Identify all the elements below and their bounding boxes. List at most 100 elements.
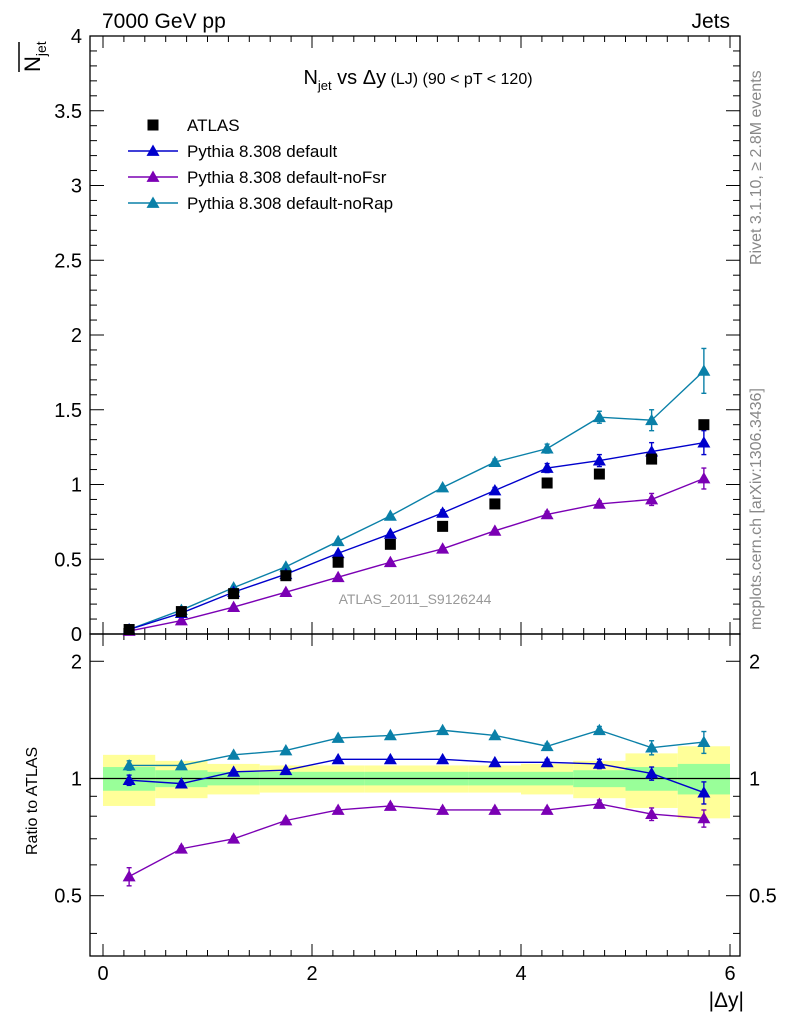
ratio-data-point bbox=[122, 773, 136, 786]
y-tick-label: 2 bbox=[71, 325, 82, 347]
ratio-panel: 0 2 4 6 0.5 0.5 1 1 2 2 bbox=[54, 633, 777, 985]
ratio-data-point bbox=[383, 728, 397, 741]
ratio-data-point bbox=[227, 832, 241, 844]
ratio-data-point bbox=[697, 735, 711, 747]
data-point bbox=[174, 614, 188, 626]
legend-marker bbox=[146, 170, 160, 182]
data-point bbox=[541, 477, 553, 489]
rivet-label: Rivet 3.1.10, ≥ 2.8M events bbox=[748, 70, 765, 265]
x-tick-label: 4 bbox=[515, 963, 526, 985]
ratio-data-point bbox=[488, 755, 502, 768]
ratio-data-point bbox=[540, 739, 554, 752]
series-line bbox=[128, 477, 705, 632]
ratio-data-point bbox=[122, 870, 136, 882]
ratio-y-tick-label: 0.5 bbox=[54, 886, 82, 908]
data-point bbox=[331, 546, 345, 559]
legend-marker bbox=[147, 119, 159, 131]
x-axis-label: |Δy| bbox=[709, 989, 744, 1012]
ratio-data-point bbox=[540, 755, 554, 768]
x-tick-label: 0 bbox=[97, 963, 108, 985]
data-point bbox=[593, 468, 605, 480]
svg-text:Njet: Njet bbox=[20, 41, 49, 72]
ratio-data-point bbox=[645, 807, 659, 819]
energy-label: 7000 GeV pp bbox=[102, 10, 226, 33]
legend-marker bbox=[146, 196, 160, 208]
title-base: N bbox=[303, 67, 317, 89]
ratio-data-point bbox=[645, 741, 659, 753]
ratio-data-point bbox=[227, 748, 241, 760]
x-tick-label: 2 bbox=[306, 963, 317, 985]
y-tick-label: 2.5 bbox=[54, 250, 82, 272]
ratio-data-point bbox=[227, 765, 241, 777]
data-point bbox=[697, 472, 711, 484]
title-sub: jet bbox=[317, 78, 332, 93]
data-point bbox=[279, 560, 293, 572]
y-tick-label: 4 bbox=[71, 26, 82, 48]
legend-marker bbox=[146, 144, 160, 156]
data-point bbox=[227, 600, 241, 612]
main-panel: 0 0.5 1 1.5 2 2.5 3 3.5 4 bbox=[54, 26, 741, 646]
ratio-data-point bbox=[383, 752, 397, 765]
y-tick-label: 3 bbox=[71, 176, 82, 198]
data-point bbox=[540, 461, 554, 473]
legend-item: Pythia 8.308 default-noFsr bbox=[128, 168, 387, 187]
mcplots-label: mcplots.cern.ch [arXiv:1306.3436] bbox=[748, 388, 765, 630]
legend: ATLAS Pythia 8.308 default Pythia 8.308 de… bbox=[128, 116, 393, 213]
ratio-data-point bbox=[331, 752, 345, 765]
y-tick-label: 0 bbox=[71, 624, 82, 646]
ratio-series-line bbox=[129, 758, 705, 794]
ratio-y-axis-label: Ratio to ATLAS bbox=[24, 747, 41, 855]
ratio-data-point bbox=[279, 763, 293, 776]
data-point bbox=[540, 507, 554, 520]
data-point bbox=[645, 413, 659, 426]
data-point bbox=[436, 506, 450, 518]
data-point bbox=[592, 410, 606, 423]
ratio-data-point bbox=[279, 813, 293, 826]
legend-item: ATLAS bbox=[147, 116, 240, 135]
data-point bbox=[540, 442, 554, 454]
ratio-data-point bbox=[436, 752, 450, 765]
data-point bbox=[488, 524, 502, 536]
data-point bbox=[332, 556, 344, 568]
data-point bbox=[331, 570, 345, 583]
ratio-y-tick-label-right: 1 bbox=[749, 768, 760, 790]
ratio-data-point bbox=[174, 758, 188, 771]
title-small: (LJ) bbox=[386, 71, 418, 88]
data-point bbox=[592, 454, 606, 466]
ratio-data-point bbox=[174, 777, 188, 789]
y-tick-label: 0.5 bbox=[54, 549, 82, 571]
process-label: Jets bbox=[691, 10, 730, 33]
ratio-series-pythia-8-308-default bbox=[122, 752, 711, 805]
ratio-data-point bbox=[331, 731, 345, 743]
legend-label: Pythia 8.308 default-noRap bbox=[187, 194, 393, 213]
ylabel-sub: jet bbox=[33, 41, 49, 57]
data-point bbox=[279, 585, 293, 598]
data-point bbox=[383, 527, 397, 539]
ylabel-base: N bbox=[20, 56, 45, 72]
ratio-data-point bbox=[488, 728, 502, 741]
chart-title: Njet vs Δy (LJ) (90 < pT < 120) bbox=[303, 67, 532, 93]
data-point bbox=[698, 419, 710, 431]
series-atlas bbox=[123, 419, 710, 636]
data-point bbox=[384, 538, 396, 550]
data-point bbox=[697, 364, 711, 376]
ratio-data-point bbox=[592, 723, 606, 736]
data-point bbox=[488, 455, 502, 467]
data-point bbox=[645, 492, 659, 505]
ratio-data-point bbox=[331, 803, 345, 815]
series-line bbox=[128, 370, 705, 631]
legend-item: Pythia 8.308 default-noRap bbox=[128, 194, 393, 213]
ratio-data-point bbox=[592, 757, 606, 769]
ratio-data-point bbox=[436, 803, 450, 815]
data-point bbox=[436, 480, 450, 493]
data-point bbox=[331, 534, 345, 547]
data-point bbox=[697, 436, 711, 448]
y-tick-label: 1 bbox=[71, 475, 82, 497]
ratio-data-point bbox=[279, 743, 293, 756]
ratio-data-point bbox=[488, 803, 502, 815]
legend-label: ATLAS bbox=[187, 116, 240, 135]
data-point bbox=[383, 555, 397, 568]
legend-item: Pythia 8.308 default bbox=[128, 142, 338, 161]
data-point bbox=[646, 453, 658, 465]
